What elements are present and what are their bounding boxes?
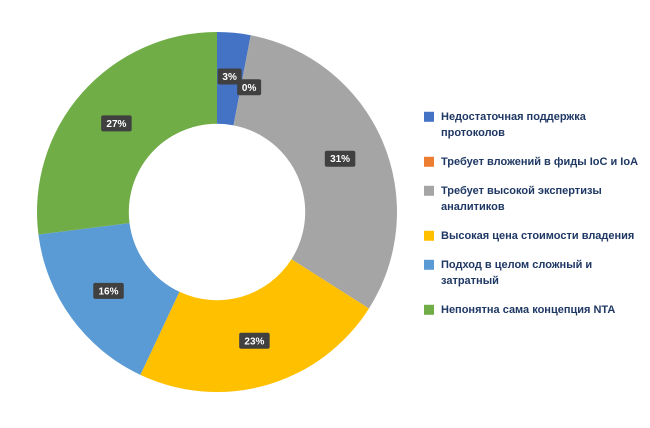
data-label-text: 31% [330,154,350,165]
data-label-text: 3% [222,72,237,83]
legend-item: Требует вложений в фиды IoC и IoA [424,155,642,171]
legend-label: Непонятна сама концепция NTA [441,303,616,316]
data-label-box [239,332,270,349]
legend-item: Непонятна сама концепция NTA [424,302,642,318]
legend-color-swatch [424,304,434,315]
legend-color-swatch [424,259,434,270]
data-label-box [237,79,262,96]
data-label-text: 23% [244,336,264,347]
donut-slice-5 [36,32,217,235]
legend-color-swatch [424,156,434,167]
legend-item: Требует высокой экспертизы аналитиков [424,184,642,216]
legend-label: Недостаточная поддержка протоколов [441,110,586,139]
data-label-text: 16% [99,286,119,297]
legend-label: Требует высокой экспертизы аналитиков [441,184,602,213]
legend-item: Подход в целом сложный и затратный [424,257,642,289]
donut-slice-4 [38,223,180,375]
data-label-box [217,68,242,85]
legend-label: Высокая цена стоимости владения [441,229,635,242]
legend-label: Подход в целом сложный и затратный [441,258,593,287]
data-label-text: 0% [242,83,257,94]
legend-color-swatch [424,230,434,241]
data-label-box [324,150,356,167]
data-label-box [93,282,124,299]
legend-color-swatch [424,185,434,196]
legend-color-swatch [424,111,434,122]
legend-item: Высокая цена стоимости владения [424,228,642,244]
donut-slice-2 [233,35,398,309]
legend-item: Недостаточная поддержка протоколов [424,110,642,142]
data-label-text: 27% [106,119,126,130]
data-label-box [101,115,132,132]
chart-legend: Недостаточная поддержка протоколов Требу… [424,110,642,318]
legend-label: Требует вложений в фиды IoC и IoA [441,155,639,168]
donut-slice-3 [140,259,369,392]
